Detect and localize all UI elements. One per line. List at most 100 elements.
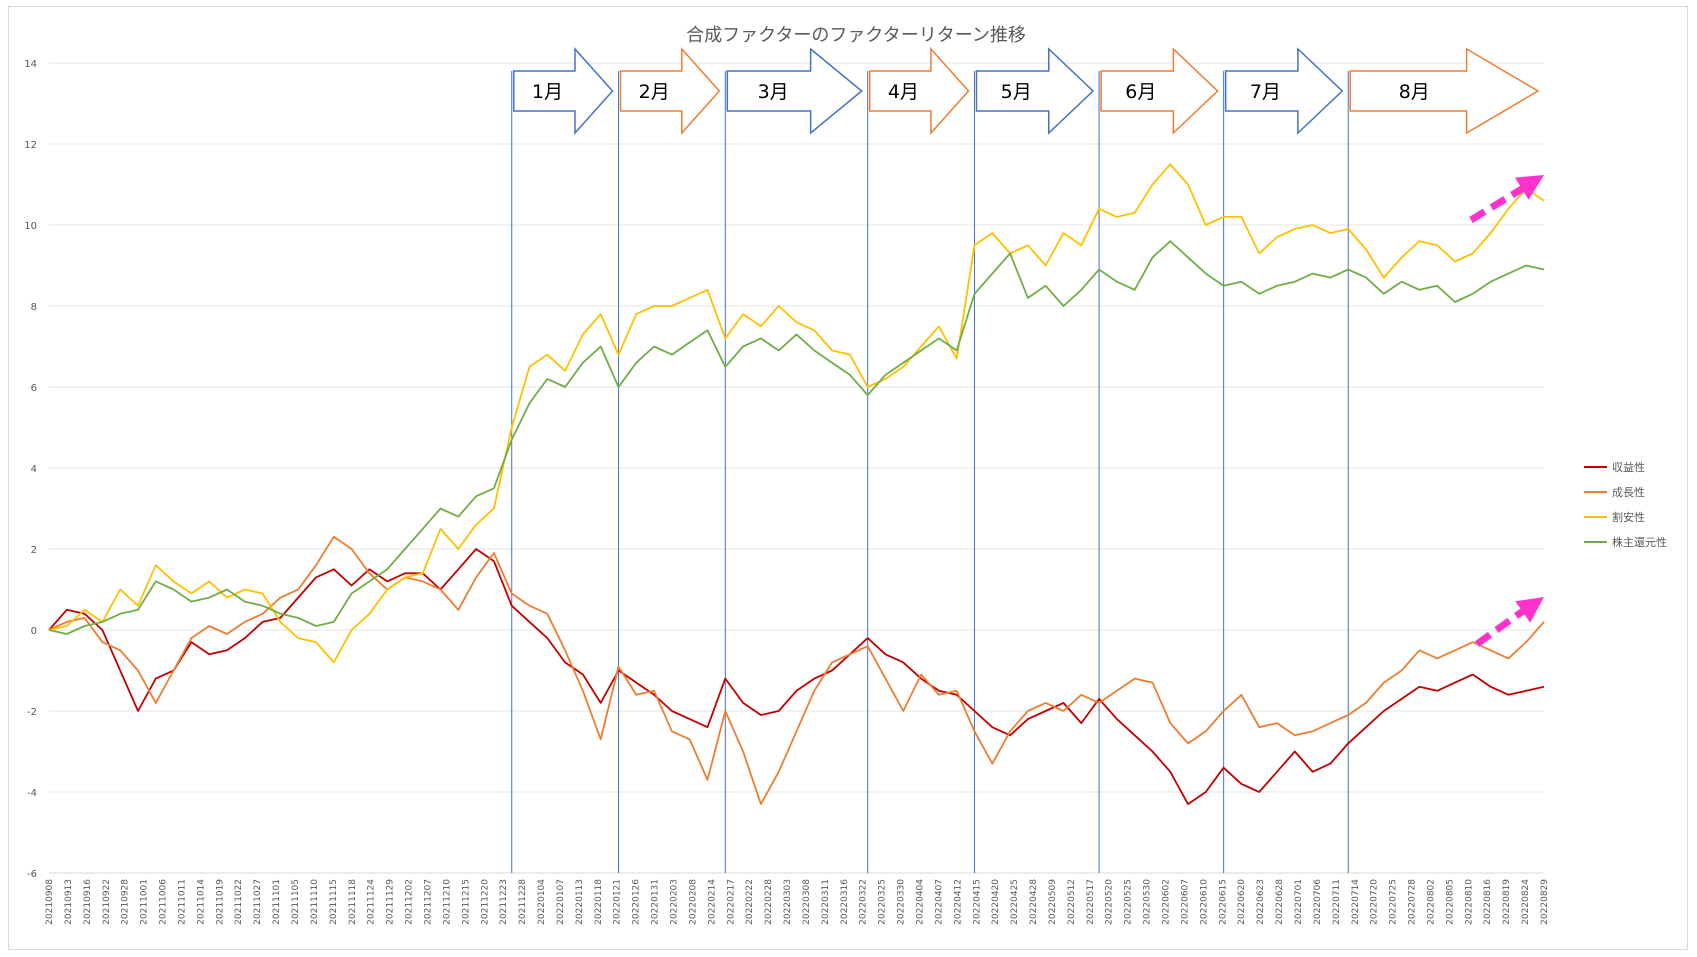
x-tick-label: 20211006 (159, 879, 169, 925)
y-tick-label: 0 (31, 626, 37, 637)
x-tick-label: 20220404 (916, 879, 926, 925)
x-axis: 20210908 20210913 20210916 20210922 20210928… (45, 879, 1550, 925)
x-tick-label: 20211014 (196, 879, 206, 925)
x-tick-label: 20220428 (1029, 879, 1039, 925)
series-line (48, 535, 1545, 805)
x-tick-label: 20220610 (1199, 879, 1209, 925)
x-tick-label: 20220214 (707, 879, 717, 925)
y-tick-label: -2 (27, 707, 37, 718)
x-tick-label: 20220711 (1332, 879, 1342, 925)
y-tick-label: 12 (24, 140, 37, 151)
x-tick-label: 20211228 (518, 879, 528, 925)
x-tick-label: 20220420 (991, 879, 1001, 925)
x-tick-label: 20220602 (1162, 879, 1172, 925)
x-tick-label: 20220819 (1502, 879, 1512, 925)
x-tick-label: 20220706 (1313, 879, 1323, 925)
month-arrow (1349, 47, 1540, 135)
x-tick-label: 20210928 (121, 879, 131, 925)
legend-label: 株主還元性 (1612, 535, 1667, 549)
series-line (48, 163, 1545, 664)
factor-return-chart: 合成ファクターのファクターリターン推移 14 12 10 8 6 4 2 0 -2 -4 -6 20… (24, 25, 1667, 925)
x-tick-label: 20220126 (632, 879, 642, 925)
x-tick-label: 20220728 (1408, 879, 1418, 925)
y-tick-label: 14 (24, 59, 37, 70)
x-tick-label: 20210922 (102, 879, 112, 925)
x-tick-label: 20220118 (594, 879, 604, 925)
y-tick-label: -4 (27, 788, 37, 799)
month-label: 5月 (1001, 81, 1032, 103)
month-arrow (1100, 47, 1219, 135)
series-lines (48, 163, 1545, 805)
x-tick-label: 20211019 (215, 879, 225, 925)
x-tick-label: 20220829 (1540, 879, 1550, 925)
x-tick-label: 20220311 (821, 879, 831, 925)
x-tick-label: 20220512 (1067, 879, 1077, 925)
x-tick-label: 20211223 (499, 879, 509, 925)
trend-arrow-head (1515, 597, 1544, 623)
month-arrow (512, 47, 614, 135)
x-tick-label: 20220525 (1124, 879, 1134, 925)
x-tick-label: 20211011 (177, 879, 187, 925)
y-tick-label: 2 (31, 545, 37, 556)
y-tick-label: -6 (27, 869, 37, 880)
month-arrows: 1月 2月 3月 4月 5月 6月 7月 8月 (512, 47, 1540, 135)
x-tick-label: 20220322 (859, 879, 869, 925)
y-tick-label: 10 (24, 221, 37, 232)
chart-frame: 合成ファクターのファクターリターン推移 14 12 10 8 6 4 2 0 -2 -4 -6 20… (8, 6, 1688, 950)
month-arrow (1224, 47, 1344, 135)
x-tick-label: 20211215 (461, 879, 471, 925)
x-tick-label: 20220208 (688, 879, 698, 925)
month-arrow (619, 47, 721, 135)
x-tick-label: 20220107 (556, 879, 566, 925)
x-tick-label: 20220330 (897, 879, 907, 925)
x-tick-label: 20220203 (669, 879, 679, 925)
x-tick-label: 20220509 (1048, 879, 1058, 925)
month-label: 7月 (1250, 81, 1281, 103)
month-divider-lines (511, 71, 1349, 873)
x-tick-label: 20220701 (1294, 879, 1304, 925)
legend-label: 成長性 (1612, 485, 1645, 499)
x-tick-label: 20220714 (1351, 879, 1361, 925)
x-tick-label: 20211101 (272, 879, 282, 925)
month-arrow (726, 47, 863, 135)
x-tick-label: 20220628 (1275, 879, 1285, 925)
x-tick-label: 20220816 (1483, 879, 1493, 925)
x-tick-label: 20220623 (1256, 879, 1266, 925)
x-tick-label: 20220425 (1010, 879, 1020, 925)
trend-arrows (1469, 175, 1544, 647)
x-tick-label: 20220802 (1426, 879, 1436, 925)
y-tick-label: 6 (31, 383, 37, 394)
x-tick-label: 20220217 (726, 879, 736, 925)
x-tick-label: 20211124 (367, 879, 377, 925)
x-tick-label: 20220316 (840, 879, 850, 925)
x-tick-label: 20211210 (442, 879, 452, 925)
x-tick-label: 20210913 (64, 879, 74, 925)
x-tick-label: 20211110 (310, 879, 320, 925)
legend-label: 収益性 (1612, 460, 1645, 474)
chart-title: 合成ファクターのファクターリターン推移 (686, 25, 1026, 46)
y-tick-label: 8 (31, 302, 37, 313)
x-tick-label: 20211105 (291, 879, 301, 925)
trend-arrow-head (1515, 175, 1544, 200)
x-tick-label: 20220222 (745, 879, 755, 925)
month-label: 3月 (758, 81, 789, 103)
trend-arrow (1469, 181, 1532, 223)
month-label: 8月 (1399, 81, 1430, 103)
month-arrow (868, 47, 970, 135)
x-tick-label: 20220607 (1180, 879, 1190, 925)
x-tick-label: 20210908 (45, 879, 55, 925)
x-tick-label: 20211115 (329, 879, 339, 925)
x-tick-label: 20220121 (613, 879, 623, 925)
x-tick-label: 20220412 (953, 879, 963, 925)
x-tick-label: 20211220 (480, 879, 490, 925)
month-label: 1月 (532, 81, 563, 103)
y-axis: 14 12 10 8 6 4 2 0 -2 -4 -6 (24, 59, 37, 880)
x-tick-label: 20220104 (537, 879, 547, 925)
month-label: 4月 (888, 81, 919, 103)
x-tick-label: 20220303 (783, 879, 793, 925)
x-tick-label: 20211129 (386, 879, 396, 925)
x-tick-label: 20220308 (802, 879, 812, 925)
series-line (48, 240, 1545, 635)
x-tick-label: 20220228 (764, 879, 774, 925)
